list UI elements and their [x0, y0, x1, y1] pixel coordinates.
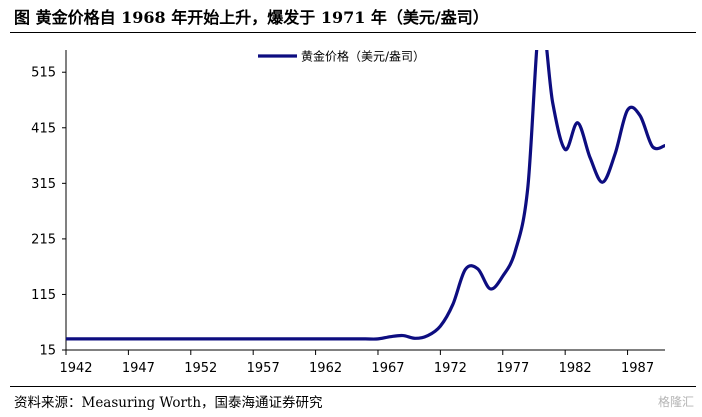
watermark: 格隆汇 [657, 395, 694, 409]
line-chart: 15 115 215 315 415 515 1942 1947 1952 1957 1962 196… [31, 49, 665, 376]
x-tick-label: 1962 [309, 361, 342, 376]
axes: 15 115 215 315 415 515 1942 1947 1952 1957 1962 196… [31, 50, 665, 376]
y-tick-label: 115 [31, 288, 56, 303]
title-rule [10, 32, 696, 33]
y-tick-label: 515 [31, 66, 56, 81]
x-tick-label: 1967 [371, 361, 404, 376]
x-tick-label: 1952 [184, 361, 217, 376]
series-line-gold-price [66, 50, 665, 341]
y-tick-label: 415 [31, 121, 56, 136]
x-tick-label: 1987 [621, 361, 654, 376]
y-tick-label: 315 [31, 177, 56, 192]
x-tick-label: 1947 [122, 361, 155, 376]
x-tick-label: 1942 [59, 361, 92, 376]
legend: 黄金价格（美元/盎司） [258, 49, 425, 64]
legend-label: 黄金价格（美元/盎司） [301, 49, 425, 64]
footer-rule [10, 386, 696, 387]
figure-title: 图 黄金价格自 1968 年开始上升，爆发于 1971 年（美元/盎司） [14, 8, 489, 27]
x-tick-label: 1982 [559, 361, 592, 376]
x-tick-label: 1977 [496, 361, 529, 376]
y-tick-label: 15 [39, 344, 56, 359]
source-note: 资料来源：Measuring Worth，国泰海通证券研究 [14, 395, 323, 411]
x-tick-label: 1957 [247, 361, 280, 376]
y-tick-label: 215 [31, 232, 56, 247]
x-tick-label: 1972 [434, 361, 467, 376]
